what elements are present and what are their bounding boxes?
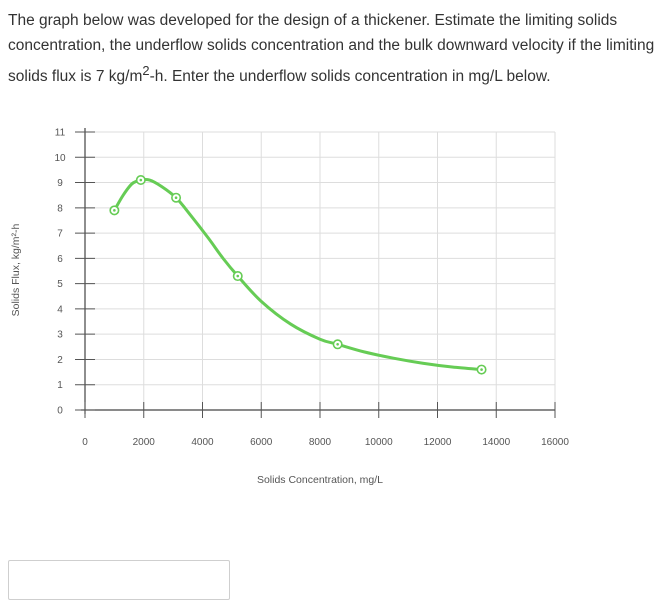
y-tick-label: 5	[57, 279, 63, 290]
y-tick-label: 4	[57, 304, 63, 315]
answer-input[interactable]	[8, 560, 230, 600]
flux-chart: 0 2000 4000 6000 8000 10000 12000 14000 16000 0 1…	[10, 128, 569, 487]
question-superscript: 2	[142, 63, 150, 78]
data-point-center	[139, 178, 143, 182]
y-axis-ticks: 0 1 2 3 4 5 6 7 8 9 10 11	[54, 128, 95, 417]
data-point-markers	[109, 175, 487, 375]
data-point-center	[480, 368, 483, 371]
y-tick-label: 11	[55, 128, 66, 139]
question-text: The graph below was developed for the de…	[8, 8, 658, 89]
x-tick-label: 0	[82, 437, 88, 448]
y-axis-label: Solids Flux, kg/m²-h	[10, 223, 22, 316]
data-point-center	[336, 342, 339, 346]
y-tick-label: 2	[57, 355, 63, 366]
x-tick-label: 2000	[133, 437, 156, 448]
y-tick-label: 7	[57, 229, 63, 240]
x-tick-label: 8000	[309, 437, 332, 448]
data-point-center	[174, 196, 178, 200]
x-tick-label: 14000	[482, 437, 510, 448]
x-tick-label: 16000	[541, 437, 569, 448]
x-tick-label: 12000	[424, 437, 452, 448]
x-tick-label: 4000	[191, 437, 214, 448]
x-axis-ticks: 0 2000 4000 6000 8000 10000 12000 14000 16000	[82, 402, 569, 448]
y-tick-label: 3	[57, 330, 63, 341]
y-tick-label: 6	[57, 254, 63, 265]
y-tick-label: 8	[57, 203, 63, 214]
data-point-center	[236, 274, 240, 278]
y-tick-label: 10	[54, 153, 66, 164]
x-axis-label: Solids Concentration, mg/L	[257, 474, 383, 486]
y-tick-label: 1	[57, 380, 63, 391]
data-point-center	[113, 209, 116, 212]
question-text-after: -h. Enter the underflow solids concentra…	[149, 68, 551, 86]
y-tick-label: 9	[57, 178, 63, 189]
y-tick-label: 0	[57, 406, 63, 417]
x-tick-label: 6000	[250, 437, 273, 448]
chart-axes	[81, 128, 555, 414]
question-text-before: The graph below was developed for the de…	[8, 12, 655, 86]
x-tick-label: 10000	[365, 437, 393, 448]
